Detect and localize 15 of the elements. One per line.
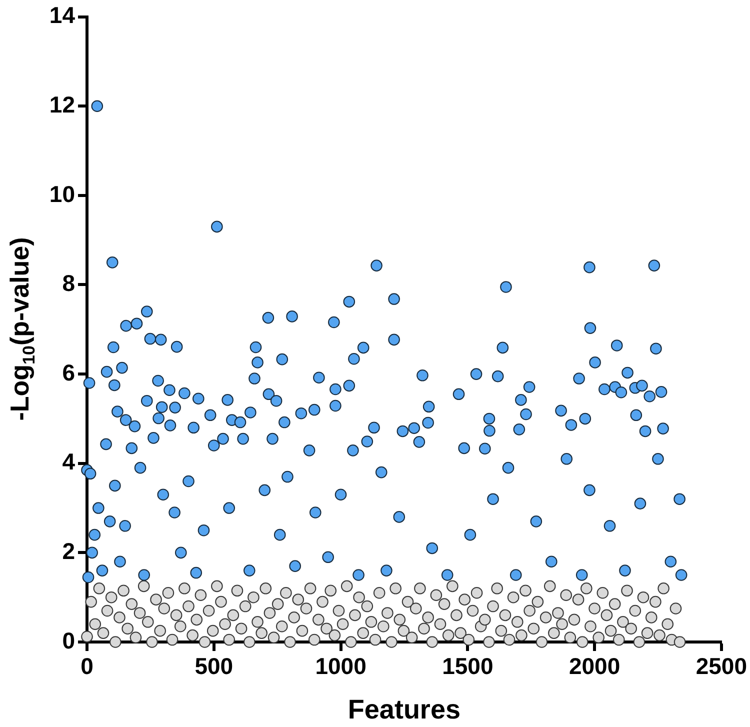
x-tick-label: 2500 xyxy=(696,653,748,680)
x-tick-label: 2000 xyxy=(568,653,620,680)
y-tick-label: 0 xyxy=(62,627,75,654)
x-axis-title: Features xyxy=(348,694,460,724)
y-tick-label: 6 xyxy=(62,359,75,386)
x-tick-label: 0 xyxy=(80,653,94,680)
y-tick-label: 2 xyxy=(62,538,75,564)
y-tick-label: 8 xyxy=(62,270,76,296)
y-tick-label: 14 xyxy=(49,2,76,28)
y-tick-label: 10 xyxy=(49,180,75,207)
x-tick-label: 500 xyxy=(194,653,234,680)
x-tick-label: 1000 xyxy=(315,653,366,680)
y-tick-label: 12 xyxy=(49,91,75,118)
x-tick-label: 1500 xyxy=(442,653,494,680)
y-tick-label: 4 xyxy=(62,448,76,475)
